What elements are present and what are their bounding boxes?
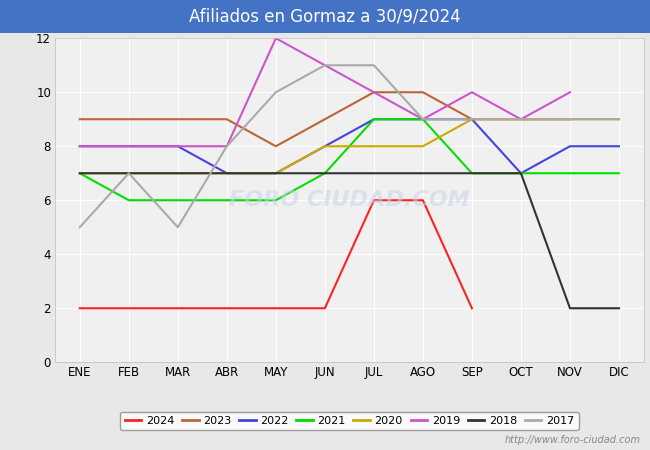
Legend: 2024, 2023, 2022, 2021, 2020, 2019, 2018, 2017: 2024, 2023, 2022, 2021, 2020, 2019, 2018…: [120, 412, 578, 431]
Text: http://www.foro-ciudad.com: http://www.foro-ciudad.com: [504, 435, 640, 445]
Text: Afiliados en Gormaz a 30/9/2024: Afiliados en Gormaz a 30/9/2024: [189, 8, 461, 26]
Text: FORO CIUDAD.COM: FORO CIUDAD.COM: [229, 190, 470, 210]
